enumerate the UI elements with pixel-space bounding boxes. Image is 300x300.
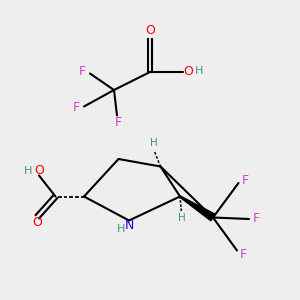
Text: H: H <box>116 224 125 235</box>
Text: F: F <box>79 64 86 78</box>
Text: H: H <box>178 213 185 224</box>
Text: H: H <box>150 138 158 148</box>
Text: F: F <box>240 248 247 261</box>
Text: O: O <box>184 65 193 78</box>
Text: H: H <box>195 66 204 76</box>
Text: F: F <box>253 212 260 226</box>
Text: O: O <box>145 24 155 37</box>
Text: N: N <box>125 219 134 232</box>
Text: F: F <box>242 174 249 187</box>
Text: O: O <box>35 164 44 178</box>
Text: F: F <box>114 116 122 130</box>
Text: F: F <box>73 101 80 114</box>
Polygon shape <box>180 196 215 221</box>
Text: H: H <box>23 166 32 176</box>
Text: O: O <box>32 215 42 229</box>
